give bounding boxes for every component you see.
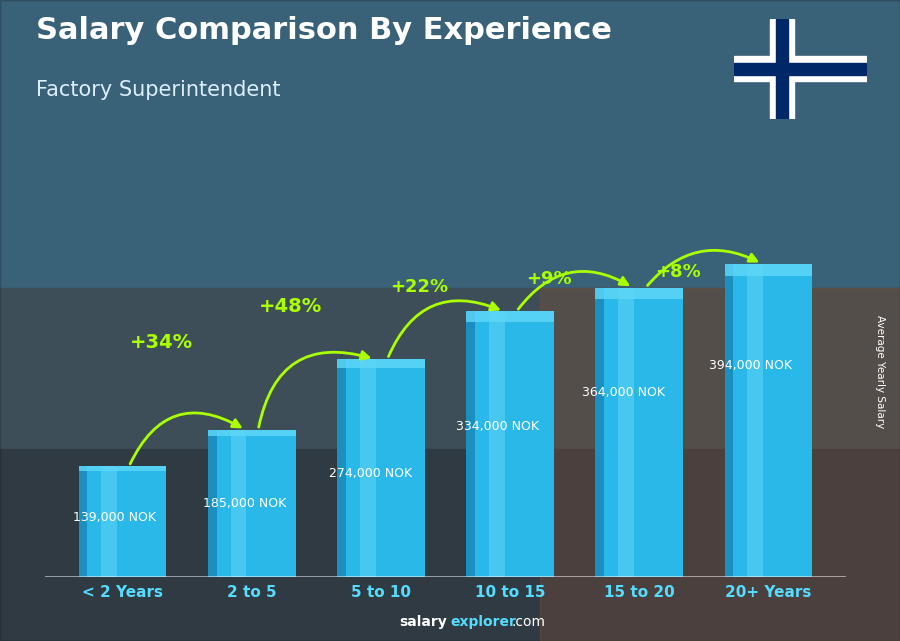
Bar: [776, 19, 788, 119]
Text: +34%: +34%: [130, 333, 193, 352]
Text: 334,000 NOK: 334,000 NOK: [455, 420, 539, 433]
Bar: [724, 263, 813, 577]
Text: Average Yearly Salary: Average Yearly Salary: [875, 315, 886, 428]
Bar: [78, 467, 87, 577]
Text: Salary Comparison By Experience: Salary Comparison By Experience: [36, 16, 612, 45]
Bar: [734, 56, 867, 81]
Bar: [360, 359, 375, 577]
Bar: [208, 430, 217, 577]
Bar: [540, 288, 900, 641]
Text: 139,000 NOK: 139,000 NOK: [74, 512, 157, 524]
Bar: [0, 449, 900, 641]
Bar: [78, 467, 166, 471]
Text: 394,000 NOK: 394,000 NOK: [709, 359, 792, 372]
Bar: [596, 288, 604, 577]
Bar: [208, 430, 295, 577]
Bar: [489, 312, 505, 577]
Text: +8%: +8%: [655, 263, 701, 281]
Bar: [596, 288, 683, 577]
Bar: [770, 19, 794, 119]
Text: 185,000 NOK: 185,000 NOK: [202, 497, 286, 510]
Text: +9%: +9%: [526, 270, 572, 288]
Bar: [618, 288, 634, 577]
Bar: [337, 359, 346, 577]
Bar: [337, 359, 425, 577]
Bar: [466, 312, 554, 322]
Text: 364,000 NOK: 364,000 NOK: [582, 386, 665, 399]
Bar: [208, 430, 295, 436]
Bar: [78, 467, 166, 577]
Bar: [102, 467, 117, 577]
Bar: [596, 288, 683, 299]
Text: salary: salary: [400, 615, 447, 629]
Bar: [337, 359, 425, 368]
Bar: [734, 63, 867, 75]
Bar: [466, 312, 554, 577]
Bar: [724, 263, 733, 577]
Bar: [724, 263, 813, 276]
Text: 274,000 NOK: 274,000 NOK: [329, 467, 412, 479]
Text: +22%: +22%: [391, 278, 449, 296]
Bar: [230, 430, 247, 577]
Text: explorer: explorer: [450, 615, 516, 629]
Text: .com: .com: [511, 615, 545, 629]
Bar: [0, 0, 900, 288]
Bar: [466, 312, 475, 577]
Bar: [0, 288, 900, 449]
Bar: [747, 263, 763, 577]
Text: +48%: +48%: [259, 297, 322, 316]
Text: Factory Superintendent: Factory Superintendent: [36, 80, 281, 100]
